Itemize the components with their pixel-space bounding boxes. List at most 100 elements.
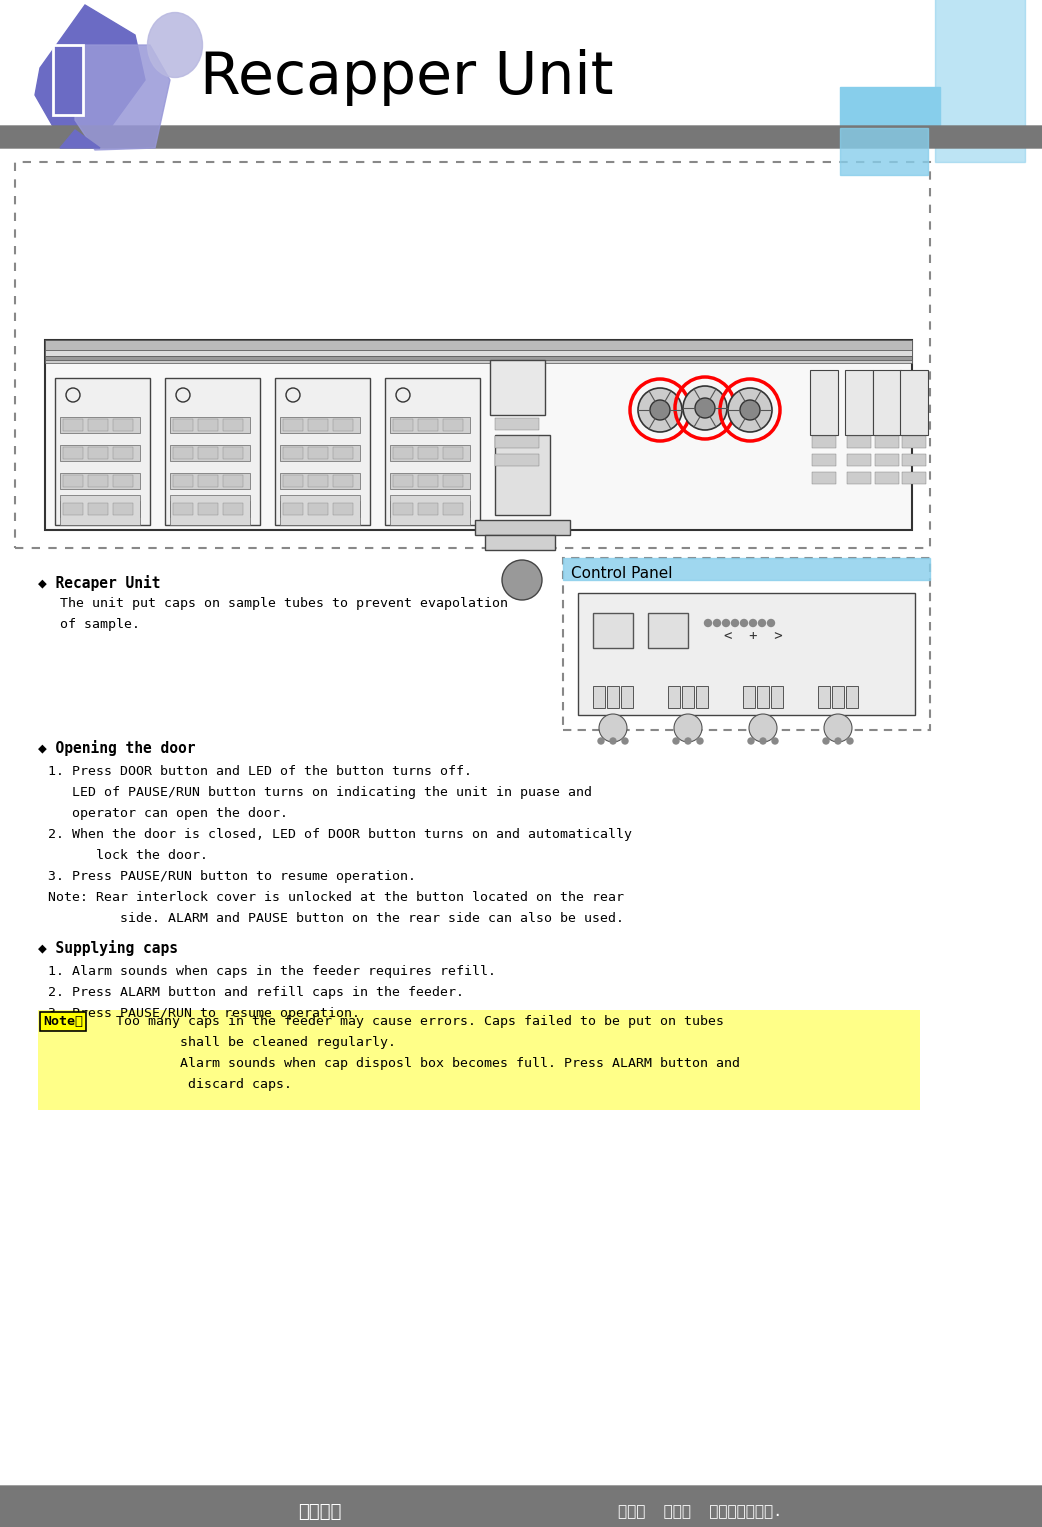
Text: ◆ Opening the door: ◆ Opening the door xyxy=(38,741,196,756)
Bar xyxy=(198,502,218,515)
Circle shape xyxy=(673,738,679,744)
Bar xyxy=(173,418,193,431)
Bar xyxy=(812,437,836,447)
Bar xyxy=(223,447,243,460)
Bar xyxy=(223,502,243,515)
Circle shape xyxy=(650,400,670,420)
Text: side. ALARM and PAUSE button on the rear side can also be used.: side. ALARM and PAUSE button on the rear… xyxy=(48,912,624,925)
Bar xyxy=(333,418,353,431)
Polygon shape xyxy=(75,44,170,150)
Bar xyxy=(393,418,413,431)
Bar xyxy=(418,447,438,460)
Bar xyxy=(475,521,570,534)
Bar xyxy=(170,495,250,525)
Bar xyxy=(170,501,250,518)
Text: チーチ  製品名  パネル説明資料.: チーチ 製品名 パネル説明資料. xyxy=(618,1504,783,1519)
Circle shape xyxy=(748,738,754,744)
Text: <  +  >: < + > xyxy=(724,629,783,643)
Text: The unit put caps on sample tubes to prevent evapolation: The unit put caps on sample tubes to pre… xyxy=(60,597,508,609)
Circle shape xyxy=(674,715,702,742)
Bar xyxy=(840,87,940,131)
Ellipse shape xyxy=(148,12,202,78)
Bar xyxy=(60,501,140,518)
Text: 2. Press ALARM button and refill caps in the feeder.: 2. Press ALARM button and refill caps in… xyxy=(48,986,464,999)
Bar xyxy=(63,502,83,515)
Bar xyxy=(45,356,912,360)
Text: Note！: Note！ xyxy=(43,1015,83,1028)
Circle shape xyxy=(722,620,729,626)
Circle shape xyxy=(728,388,772,432)
Bar xyxy=(390,473,470,489)
Circle shape xyxy=(740,400,760,420)
Bar xyxy=(390,417,470,434)
Bar xyxy=(847,454,871,466)
Text: ◆ Supplying caps: ◆ Supplying caps xyxy=(38,941,178,956)
Circle shape xyxy=(704,620,712,626)
Bar xyxy=(743,686,755,709)
Text: Note: Rear interlock cover is unlocked at the button located on the rear: Note: Rear interlock cover is unlocked a… xyxy=(48,890,624,904)
Bar xyxy=(198,475,218,487)
Bar xyxy=(443,447,463,460)
Circle shape xyxy=(695,399,715,418)
Bar xyxy=(418,502,438,515)
Bar xyxy=(283,447,303,460)
Bar xyxy=(173,475,193,487)
Circle shape xyxy=(683,386,727,431)
Bar xyxy=(832,686,844,709)
Text: operator can open the door.: operator can open the door. xyxy=(48,806,288,820)
Bar xyxy=(113,475,133,487)
Bar xyxy=(902,472,926,484)
Circle shape xyxy=(768,620,774,626)
Bar xyxy=(563,557,931,580)
Circle shape xyxy=(638,388,683,432)
FancyBboxPatch shape xyxy=(0,127,1042,148)
Circle shape xyxy=(714,620,720,626)
Bar xyxy=(873,370,901,435)
Bar xyxy=(198,418,218,431)
Text: Too many caps in the feeder may cause errors. Caps failed to be put on tubes: Too many caps in the feeder may cause er… xyxy=(116,1015,724,1028)
Bar xyxy=(771,686,783,709)
Bar xyxy=(333,475,353,487)
Bar xyxy=(495,435,550,515)
Bar xyxy=(223,418,243,431)
Circle shape xyxy=(741,620,747,626)
Bar xyxy=(308,418,328,431)
Bar xyxy=(55,379,150,525)
Bar xyxy=(847,437,871,447)
Text: discard caps.: discard caps. xyxy=(116,1078,292,1090)
Text: ＣＣ－７: ＣＣ－７ xyxy=(298,1503,342,1521)
Text: 3. Press PAUSE/RUN to resume operation.: 3. Press PAUSE/RUN to resume operation. xyxy=(48,1006,359,1020)
Bar xyxy=(756,686,769,709)
Bar xyxy=(443,418,463,431)
Bar xyxy=(88,418,108,431)
Bar xyxy=(393,502,413,515)
Circle shape xyxy=(760,738,766,744)
Bar xyxy=(173,502,193,515)
Text: 2. When the door is closed, LED of DOOR button turns on and automatically: 2. When the door is closed, LED of DOOR … xyxy=(48,828,632,841)
Bar xyxy=(280,444,359,461)
Circle shape xyxy=(749,620,756,626)
Circle shape xyxy=(685,738,691,744)
Text: 1. Alarm sounds when caps in the feeder requires refill.: 1. Alarm sounds when caps in the feeder … xyxy=(48,965,496,977)
Bar xyxy=(390,444,470,461)
Bar xyxy=(283,475,303,487)
Bar xyxy=(495,454,539,466)
Bar xyxy=(490,360,545,415)
Bar xyxy=(45,360,912,363)
Bar xyxy=(45,341,912,530)
Circle shape xyxy=(697,738,703,744)
Bar xyxy=(60,495,140,525)
Bar xyxy=(113,418,133,431)
Bar xyxy=(170,473,250,489)
Bar xyxy=(63,447,83,460)
Circle shape xyxy=(772,738,778,744)
Circle shape xyxy=(731,620,739,626)
Bar xyxy=(15,162,931,548)
Bar xyxy=(280,501,359,518)
Bar xyxy=(198,447,218,460)
Text: Control Panel: Control Panel xyxy=(571,567,672,580)
Bar xyxy=(840,128,928,176)
Circle shape xyxy=(622,738,628,744)
Bar xyxy=(63,475,83,487)
Text: shall be cleaned regularly.: shall be cleaned regularly. xyxy=(116,1035,396,1049)
